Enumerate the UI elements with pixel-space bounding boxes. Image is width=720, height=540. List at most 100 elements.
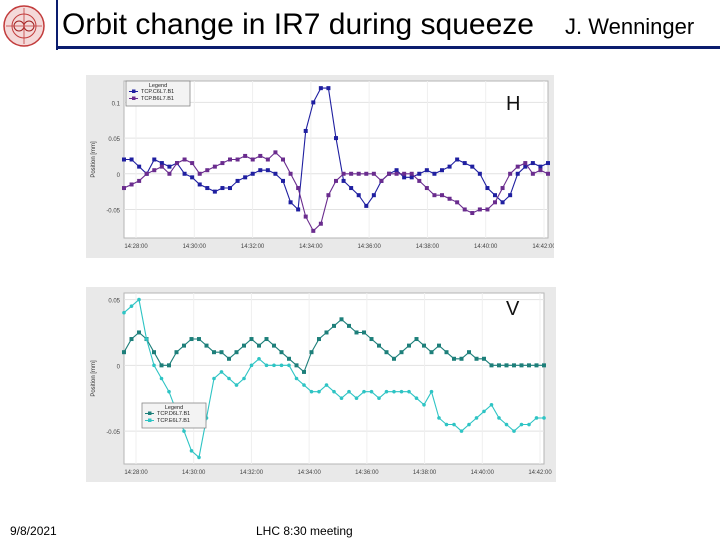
data-point bbox=[455, 200, 460, 205]
x-tick-label: 14:32:00 bbox=[240, 470, 264, 476]
data-point bbox=[129, 182, 134, 187]
data-point bbox=[265, 168, 270, 173]
data-point bbox=[417, 178, 422, 183]
data-point bbox=[399, 350, 404, 355]
data-point bbox=[190, 175, 195, 180]
data-point bbox=[324, 330, 329, 335]
data-point bbox=[159, 164, 164, 169]
data-point bbox=[137, 164, 142, 169]
x-tick-label: 14:34:00 bbox=[297, 470, 321, 476]
y-tick-label: 0 bbox=[117, 364, 121, 370]
data-point bbox=[432, 193, 437, 198]
legend-box bbox=[125, 80, 191, 107]
data-point bbox=[197, 182, 202, 187]
data-point bbox=[347, 323, 351, 328]
data-point bbox=[309, 350, 314, 355]
data-point bbox=[341, 171, 346, 176]
x-tick-label: 14:30:00 bbox=[182, 470, 206, 476]
data-point bbox=[422, 403, 426, 407]
legend-marker-2 bbox=[132, 96, 136, 100]
data-point bbox=[204, 343, 209, 348]
data-point bbox=[227, 376, 231, 381]
legend-label-2: TCP.B6L7.B1 bbox=[141, 96, 174, 102]
x-tick-label: 14:40:00 bbox=[474, 244, 498, 250]
data-point bbox=[538, 164, 543, 169]
data-point bbox=[212, 350, 216, 355]
data-point bbox=[437, 343, 441, 348]
data-point bbox=[317, 389, 321, 394]
data-point bbox=[523, 161, 528, 166]
data-point bbox=[477, 207, 482, 212]
data-point bbox=[309, 389, 314, 394]
data-point bbox=[167, 389, 171, 394]
data-point bbox=[281, 178, 285, 183]
data-point bbox=[500, 186, 505, 191]
data-point bbox=[152, 157, 157, 162]
data-point bbox=[477, 171, 482, 176]
data-point bbox=[349, 186, 354, 191]
data-point bbox=[220, 161, 225, 166]
data-point bbox=[219, 350, 224, 355]
data-point bbox=[371, 171, 376, 176]
data-point bbox=[407, 389, 411, 394]
y-axis-label: Position [mm] bbox=[91, 360, 97, 397]
data-point bbox=[273, 171, 278, 176]
legend-marker-1 bbox=[148, 411, 152, 415]
data-point bbox=[197, 171, 202, 176]
data-point bbox=[220, 186, 225, 191]
data-point bbox=[504, 363, 509, 368]
data-point bbox=[122, 157, 126, 162]
data-point bbox=[175, 161, 179, 166]
data-point bbox=[296, 186, 301, 191]
data-point bbox=[508, 171, 513, 176]
data-point bbox=[250, 157, 255, 162]
data-point bbox=[250, 171, 255, 176]
data-point bbox=[387, 171, 391, 176]
data-point bbox=[303, 214, 308, 219]
data-point bbox=[462, 207, 467, 212]
data-point bbox=[235, 178, 240, 183]
data-point bbox=[212, 189, 217, 194]
x-tick-label: 14:42:00 bbox=[528, 470, 552, 476]
data-point bbox=[273, 150, 278, 155]
data-point bbox=[497, 416, 501, 420]
data-point bbox=[462, 161, 467, 166]
data-point bbox=[317, 337, 321, 342]
data-point bbox=[474, 416, 479, 420]
data-point bbox=[339, 396, 344, 401]
data-point bbox=[264, 337, 269, 342]
data-point bbox=[424, 168, 429, 173]
header-side-rule bbox=[56, 0, 58, 50]
slide-title: Orbit change in IR7 during squeeze bbox=[62, 8, 534, 41]
data-point bbox=[197, 455, 201, 460]
data-point bbox=[414, 337, 419, 342]
data-point bbox=[311, 228, 316, 233]
data-point bbox=[527, 422, 531, 427]
data-point bbox=[303, 128, 308, 133]
data-point bbox=[264, 363, 269, 368]
data-point bbox=[407, 343, 411, 348]
data-point bbox=[489, 363, 494, 368]
x-tick-label: 14:36:00 bbox=[355, 470, 379, 476]
data-point bbox=[432, 171, 437, 176]
data-point bbox=[512, 363, 516, 368]
data-point bbox=[349, 171, 354, 176]
data-point bbox=[362, 330, 366, 335]
data-point bbox=[377, 396, 381, 401]
data-point bbox=[482, 409, 486, 414]
x-tick-label: 14:42:00 bbox=[532, 244, 554, 250]
data-point bbox=[288, 200, 293, 205]
data-point bbox=[452, 422, 456, 427]
data-point bbox=[302, 383, 306, 387]
data-point bbox=[534, 416, 539, 420]
data-point bbox=[122, 186, 126, 191]
data-point bbox=[447, 196, 452, 201]
data-point bbox=[369, 389, 374, 394]
data-point bbox=[523, 164, 528, 169]
data-point bbox=[144, 337, 149, 341]
data-point bbox=[174, 350, 179, 355]
data-point bbox=[242, 343, 246, 348]
data-point bbox=[122, 350, 126, 355]
data-point bbox=[482, 356, 486, 361]
legend-title: Legend bbox=[165, 405, 183, 411]
